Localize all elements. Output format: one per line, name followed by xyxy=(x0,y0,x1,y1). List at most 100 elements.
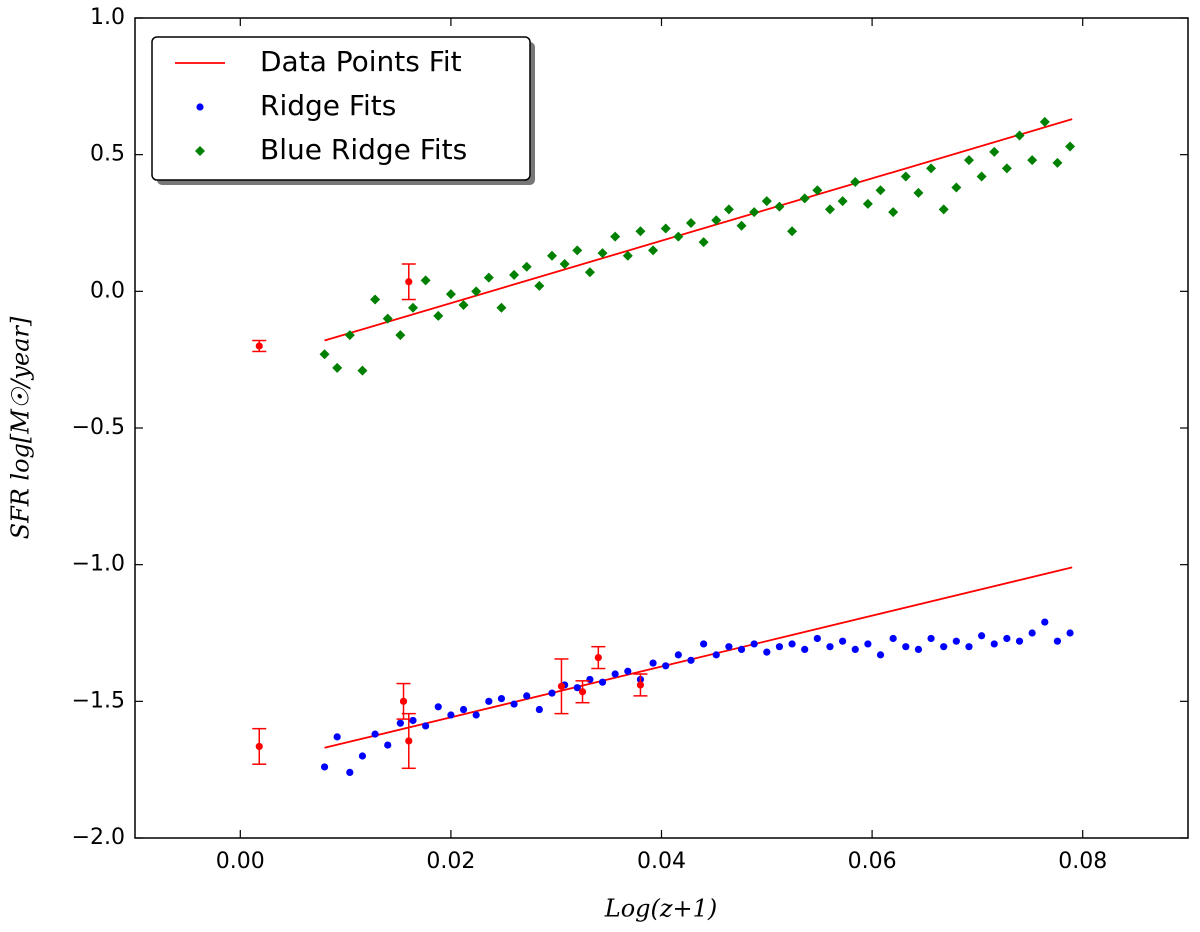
point xyxy=(509,269,520,280)
point xyxy=(371,730,379,738)
point xyxy=(586,675,594,684)
point xyxy=(584,267,595,278)
point xyxy=(674,651,682,659)
point xyxy=(662,662,670,670)
point xyxy=(788,640,796,648)
point xyxy=(597,248,608,259)
point xyxy=(598,678,607,686)
point xyxy=(787,226,798,237)
point xyxy=(940,643,948,651)
point xyxy=(813,634,821,643)
point xyxy=(382,313,393,324)
point xyxy=(1014,130,1025,141)
error-point xyxy=(557,682,566,690)
error-point xyxy=(405,278,413,286)
point xyxy=(521,261,532,272)
point xyxy=(320,763,329,771)
point xyxy=(1052,157,1063,168)
point xyxy=(685,218,696,228)
point xyxy=(1053,637,1062,645)
point xyxy=(801,645,809,654)
legend-label: Ridge Fits xyxy=(260,89,396,122)
y-tick-label: 0.0 xyxy=(90,278,125,303)
point xyxy=(900,171,911,182)
point xyxy=(1041,618,1049,626)
point xyxy=(749,207,760,218)
point xyxy=(736,220,747,231)
point xyxy=(370,294,381,305)
point xyxy=(472,711,480,719)
point xyxy=(497,695,506,703)
point xyxy=(496,302,507,313)
point xyxy=(687,656,695,664)
point xyxy=(837,196,848,207)
point xyxy=(573,684,581,692)
point xyxy=(649,659,657,667)
point xyxy=(572,245,583,256)
point xyxy=(876,651,885,659)
point xyxy=(862,198,873,209)
point xyxy=(319,349,330,360)
point xyxy=(546,250,557,261)
point xyxy=(409,716,417,725)
point xyxy=(711,215,722,226)
y-tick-label: −1.0 xyxy=(72,552,125,577)
point xyxy=(889,634,897,643)
point xyxy=(346,768,354,777)
point xyxy=(1003,634,1011,643)
point xyxy=(1028,629,1036,637)
error-point xyxy=(636,681,645,689)
point xyxy=(826,643,834,651)
point xyxy=(812,185,823,196)
point xyxy=(902,643,910,651)
point xyxy=(510,700,518,708)
point xyxy=(458,300,469,310)
point xyxy=(965,643,973,651)
x-tick-label: 0.04 xyxy=(637,849,686,874)
error-point xyxy=(578,688,587,696)
legend-label: Data Points Fit xyxy=(260,45,462,78)
point xyxy=(864,640,872,648)
point xyxy=(1015,637,1024,645)
point xyxy=(775,643,784,651)
point xyxy=(611,670,619,678)
point xyxy=(471,286,482,297)
point xyxy=(926,163,937,174)
y-tick-label: 0.5 xyxy=(90,142,125,167)
point xyxy=(938,204,949,215)
point xyxy=(952,637,960,645)
point xyxy=(799,193,810,204)
x-axis-label: Log(z+1) xyxy=(604,895,718,923)
point xyxy=(927,634,935,643)
point xyxy=(648,245,659,256)
point xyxy=(333,733,341,741)
legend-box xyxy=(151,36,531,181)
point xyxy=(725,643,733,651)
point xyxy=(989,146,1000,157)
legend-marker xyxy=(196,103,204,111)
point xyxy=(358,752,367,760)
point xyxy=(445,289,456,300)
point xyxy=(535,705,543,714)
point xyxy=(1039,116,1050,127)
error-point xyxy=(255,742,263,751)
point xyxy=(332,362,343,373)
point xyxy=(357,365,368,376)
y-axis-label: SFR log[M☉/year] xyxy=(7,316,35,539)
point xyxy=(624,667,632,675)
x-tick-label: 0.00 xyxy=(216,849,265,874)
point xyxy=(1027,155,1038,166)
point xyxy=(407,302,418,313)
point xyxy=(447,711,455,719)
point xyxy=(434,703,442,711)
point xyxy=(763,648,771,656)
point xyxy=(913,187,924,198)
point xyxy=(483,272,494,283)
x-tick-label: 0.02 xyxy=(426,849,475,874)
point xyxy=(824,204,835,215)
error-point xyxy=(405,737,413,745)
point xyxy=(673,231,684,242)
point xyxy=(712,651,720,659)
point xyxy=(395,330,406,341)
